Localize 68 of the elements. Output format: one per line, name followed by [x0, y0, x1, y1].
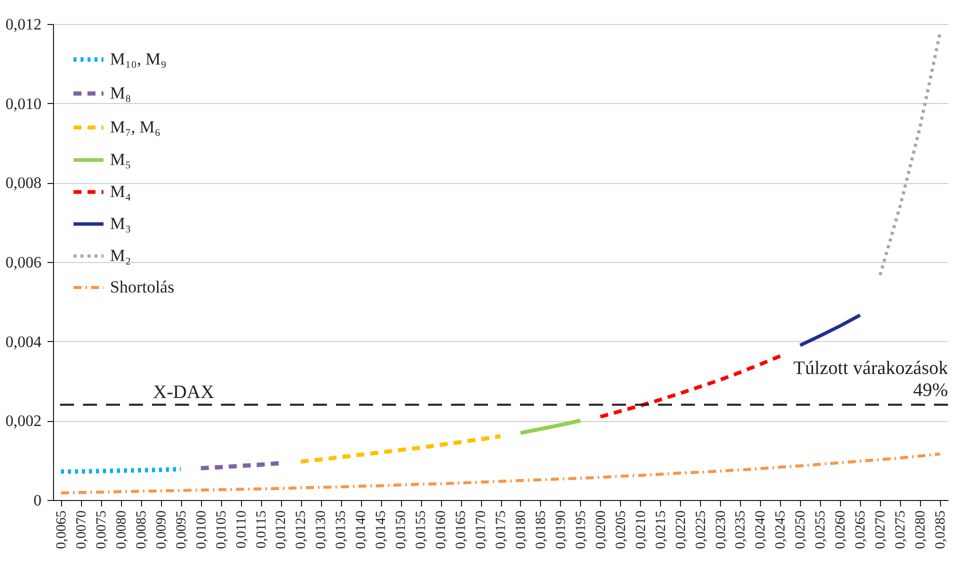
line-series [798, 313, 862, 348]
annotation: Túlzott várakozások 49% [793, 358, 948, 401]
x-tick-label: 0,0275 [894, 510, 909, 549]
line-series [59, 452, 942, 494]
x-tick-label: 0,0135 [334, 510, 350, 549]
x-tick-label: 0,0185 [534, 510, 549, 549]
x-tick-label: 0,0235 [734, 510, 749, 549]
x-tick-label: 0,0095 [174, 510, 190, 549]
legend-label: M₂ [110, 246, 132, 265]
line-series [598, 354, 782, 419]
x-tick-label: 0,0080 [114, 510, 130, 549]
y-tick-label: 0,004 [6, 334, 42, 351]
x-tick-label: 0,0260 [834, 510, 849, 549]
x-tick-label: 0,0150 [394, 510, 410, 549]
line-series [298, 434, 503, 464]
x-tick-label: 0,0170 [474, 510, 490, 549]
x-tick-label: 0,0255 [814, 510, 829, 549]
x-tick-label: 0,0210 [634, 510, 649, 549]
x-tick-label: 0,0220 [674, 510, 689, 549]
x-tick-label: 0,0155 [414, 510, 430, 549]
y-tick-label: 0,002 [6, 413, 42, 430]
x-tick-label: 0,0195 [574, 510, 589, 549]
x-tick-label: 0,0285 [934, 510, 949, 549]
ref-line-label: X-DAX [153, 382, 214, 403]
x-tick-label: 0,0265 [854, 510, 869, 549]
x-tick-label: 0,0090 [154, 510, 170, 549]
line-series [878, 32, 942, 277]
legend-label: M₃ [110, 214, 132, 233]
x-tick-label: 0,0130 [314, 510, 330, 549]
x-tick-label: 0,0205 [614, 510, 629, 549]
x-tick-label: 0,0270 [874, 510, 889, 549]
x-tick-label: 0,0175 [494, 510, 509, 549]
y-tick-label: 0,012 [6, 16, 42, 34]
x-tick-label: 0,0250 [794, 510, 809, 549]
legend-label: Shortolás [110, 278, 174, 296]
line-series [518, 418, 582, 435]
x-tick-label: 0,0200 [594, 510, 609, 549]
y-tick-label: 0,010 [6, 96, 42, 113]
x-tick-label: 0,0180 [514, 510, 529, 549]
x-tick-label: 0,0100 [194, 510, 210, 549]
x-tick-label: 0,0230 [714, 510, 729, 549]
x-tick-label: 0,0115 [254, 510, 270, 548]
y-tick-label: 0,008 [6, 175, 42, 192]
y-tick-label: 0,006 [6, 254, 42, 272]
x-tick-label: 0,0075 [94, 510, 110, 549]
x-tick-label: 0,0190 [554, 510, 569, 549]
x-tick-label: 0,0105 [214, 510, 230, 549]
y-tick-label: 0 [34, 492, 42, 510]
x-tick-label: 0,0070 [74, 510, 90, 549]
x-tick-label: 0,0085 [134, 510, 150, 549]
legend-label: M₁₀, M₉ [110, 50, 167, 68]
x-tick-label: 0,0240 [754, 510, 769, 549]
x-tick-label: 0,0140 [354, 510, 370, 549]
x-tick-label: 0,0120 [274, 510, 290, 549]
x-tick-label: 0,0225 [694, 510, 709, 549]
x-tick-label: 0,0125 [294, 510, 310, 549]
legend-label: M₅ [110, 150, 132, 169]
x-tick-label: 0,0165 [454, 510, 470, 549]
x-tick-label: 0,0065 [54, 510, 70, 549]
x-tick-label: 0,0145 [374, 510, 390, 549]
x-tick-label: 0,0110 [234, 510, 250, 548]
x-tick-label: 0,0215 [654, 510, 669, 549]
legend-label: M₈ [110, 84, 132, 102]
x-tick-label: 0,0245 [774, 510, 789, 549]
x-tick-label: 0,0160 [434, 510, 450, 549]
x-tick-label: 0,0280 [914, 510, 929, 549]
legend-label: M₄ [110, 182, 132, 201]
legend-label: M₇, M₆ [110, 118, 161, 136]
